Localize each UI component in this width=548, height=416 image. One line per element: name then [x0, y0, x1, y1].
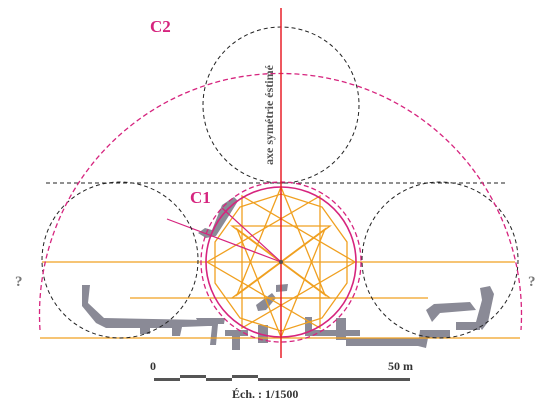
wall-fragment-center-small [276, 284, 288, 292]
scale-segment-4 [232, 375, 258, 378]
scale-label-end: 50 m [388, 359, 413, 373]
label-c1: C1 [190, 188, 211, 207]
wall-fragment-right-edge [456, 322, 480, 330]
wall-fragment-lower-4 [336, 318, 346, 340]
wall-remains [82, 197, 494, 350]
star-construction-4 [241, 194, 357, 330]
wall-fragment-right-wing [426, 302, 476, 322]
wall-fragment-lower-1 [225, 330, 248, 350]
scale-bar: 0 50 m Éch. : 1/1500 [150, 359, 413, 401]
wall-fragment-left-inner [196, 318, 225, 345]
wall-fragment-top-c1 [198, 197, 238, 238]
scale-ratio-label: Éch. : 1/1500 [232, 387, 298, 401]
radius-lines [166, 207, 282, 263]
scale-segment-5 [258, 378, 284, 381]
label-c2: C2 [150, 17, 171, 36]
wall-fragment-left-main [104, 318, 208, 336]
radius-line-1 [166, 218, 282, 263]
dashed-circle-left [41, 181, 199, 339]
radius-line-2 [221, 207, 282, 263]
dashed-circle-right [361, 181, 519, 339]
wall-fragment-right-outer [476, 286, 494, 330]
star-construction-3 [205, 194, 321, 330]
centre-point [279, 260, 283, 264]
scale-segment-1 [154, 378, 180, 381]
label-symmetry-axis: axe symétrie éstimé [262, 64, 276, 165]
wall-fragment-right-corner [418, 330, 450, 348]
scale-segment-3 [206, 378, 232, 381]
wall-fragment-right-main [346, 338, 420, 346]
scale-segment-6 [284, 378, 410, 381]
wall-fragment-center [256, 293, 276, 311]
label-question-right: ? [528, 274, 536, 290]
wall-fragment-lower-5 [312, 330, 360, 336]
scale-label-start: 0 [150, 359, 156, 373]
wall-fragment-left-outer [82, 285, 110, 328]
label-question-left: ? [15, 274, 23, 290]
scale-segment-2 [180, 375, 206, 378]
